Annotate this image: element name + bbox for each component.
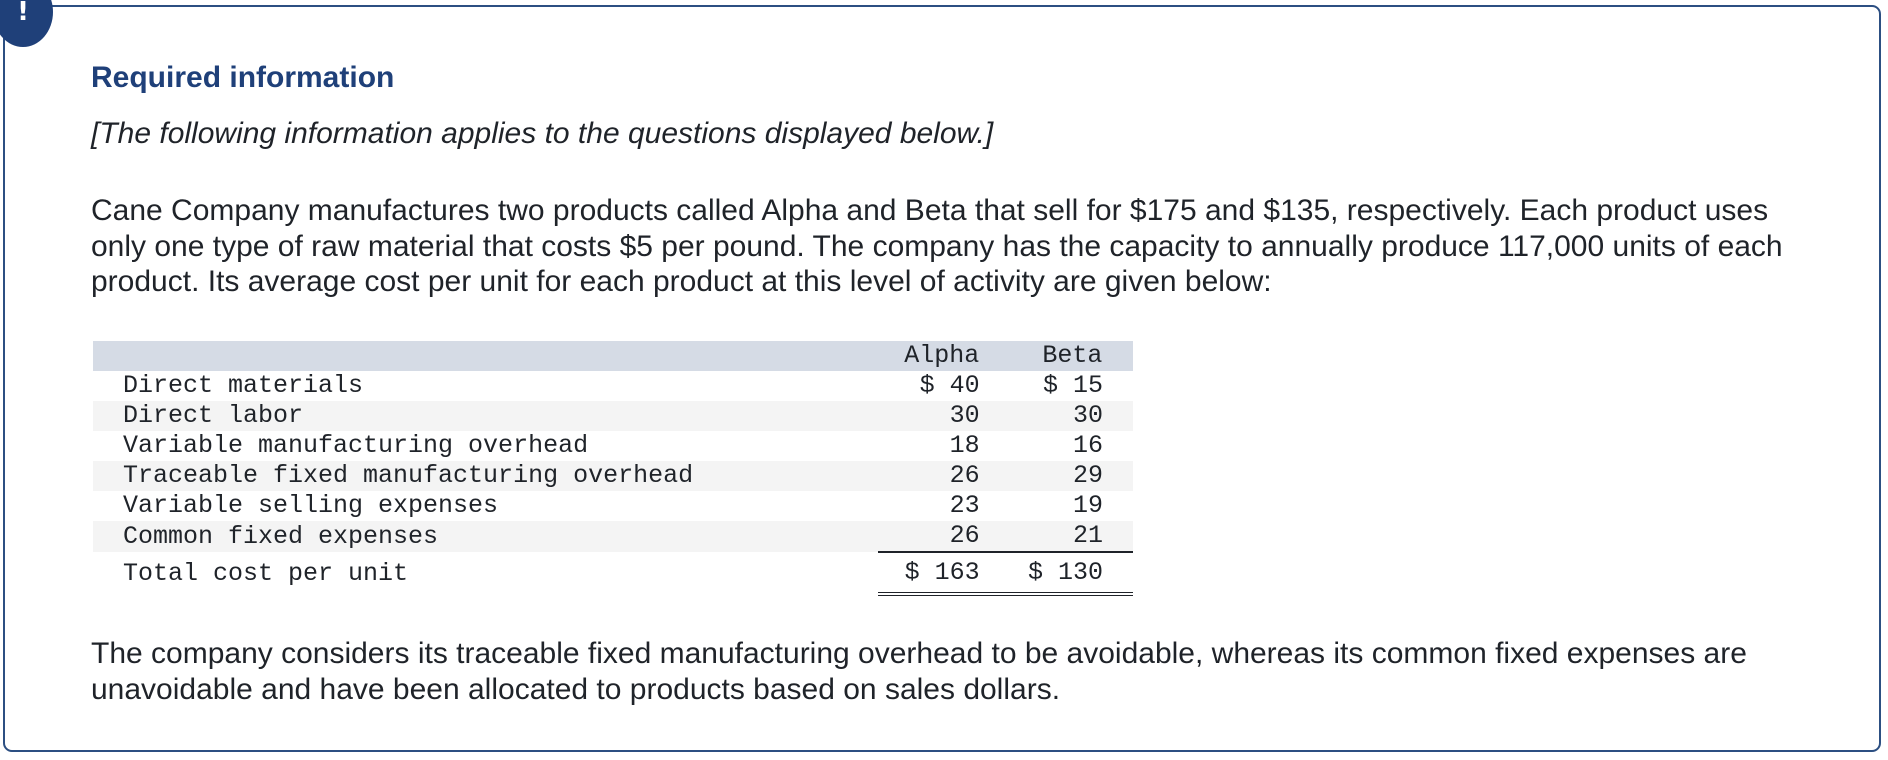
alpha-value: 30 bbox=[949, 401, 980, 430]
row-label: Direct labor bbox=[123, 401, 304, 430]
beta-value: 16 bbox=[1072, 431, 1103, 460]
row-label: Variable selling expenses bbox=[123, 491, 499, 520]
beta-value: 19 bbox=[1072, 491, 1103, 520]
beta-value: $ 15 bbox=[1042, 371, 1103, 400]
table-row: Variable selling expenses 23 19 bbox=[93, 491, 1133, 521]
column-header-alpha: Alpha bbox=[904, 341, 980, 370]
beta-value: 29 bbox=[1072, 461, 1103, 490]
table-header-row: Alpha Beta bbox=[93, 341, 1133, 371]
exclamation-icon: ! bbox=[0, 0, 53, 47]
column-header-beta: Beta bbox=[1042, 341, 1103, 370]
row-label: Traceable fixed manufacturing overhead bbox=[123, 461, 694, 490]
table-row: Variable manufacturing overhead 18 16 bbox=[93, 431, 1133, 461]
beta-total: $ 130 bbox=[993, 551, 1133, 596]
total-row: Total cost per unit $ 163 $ 130 bbox=[93, 551, 1133, 596]
total-label: Total cost per unit bbox=[123, 558, 409, 588]
intro-paragraph: Cane Company manufactures two products c… bbox=[91, 194, 1783, 298]
alert-symbol: ! bbox=[17, 0, 29, 27]
alpha-value: 23 bbox=[949, 491, 980, 520]
alpha-total: $ 163 bbox=[877, 551, 994, 596]
row-label: Common fixed expenses bbox=[123, 521, 439, 551]
alpha-value: $ 40 bbox=[919, 371, 980, 400]
table-row: Direct materials $ 40 $ 15 bbox=[93, 371, 1133, 401]
table-row: Common fixed expenses 26 21 bbox=[93, 521, 1133, 552]
closing-paragraph: The company considers its traceable fixe… bbox=[91, 637, 1747, 706]
alpha-value: 26 bbox=[949, 521, 980, 550]
cost-per-unit-table: Alpha Beta Direct materials $ 40 $ 15 Di… bbox=[93, 341, 1133, 596]
beta-value: 30 bbox=[1072, 401, 1103, 430]
beta-value: 21 bbox=[1072, 521, 1103, 550]
section-heading: Required information bbox=[91, 61, 395, 94]
alpha-value: 18 bbox=[949, 431, 980, 460]
row-label: Variable manufacturing overhead bbox=[123, 431, 589, 460]
column-header-label bbox=[93, 341, 878, 371]
applies-note: [The following information applies to th… bbox=[91, 117, 994, 150]
table-row: Direct labor 30 30 bbox=[93, 401, 1133, 431]
row-label: Direct materials bbox=[123, 371, 364, 400]
alpha-value: 26 bbox=[949, 461, 980, 490]
table-row: Traceable fixed manufacturing overhead 2… bbox=[93, 461, 1133, 491]
